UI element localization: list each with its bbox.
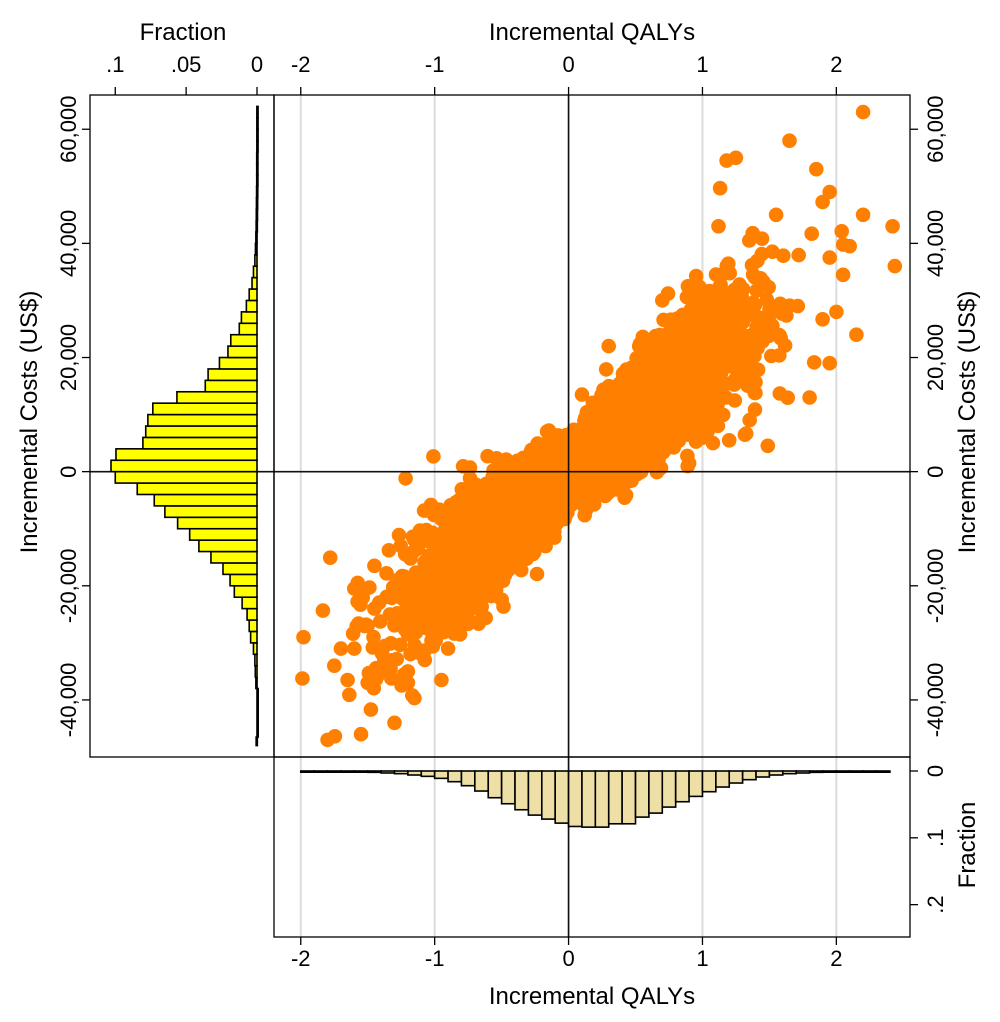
- scatter-point-3289: [443, 498, 458, 513]
- scatter-point-4605: [705, 435, 721, 451]
- scatter-point-4870: [414, 646, 430, 661]
- scatter-point-3307: [407, 690, 422, 706]
- scatter-point-2681: [617, 490, 632, 506]
- scatter-point-3563: [761, 279, 776, 295]
- scatter-point-2014: [688, 268, 704, 284]
- scatter-point-3671: [383, 636, 399, 651]
- scatter-point-2182: [738, 426, 754, 441]
- scatter-point-4705: [691, 297, 707, 313]
- scatter-point-4489: [754, 231, 770, 246]
- scatter-point-3817: [727, 393, 743, 408]
- scatter-point-2147: [779, 308, 794, 323]
- scatter-point-4802: [353, 597, 368, 612]
- scatter-point-4741: [385, 579, 401, 595]
- scatter-points: [295, 104, 903, 748]
- scatter-point-3047: [462, 613, 478, 629]
- scatter-point-3241: [760, 438, 776, 454]
- scatter-point-3340: [368, 660, 384, 676]
- scatter-point-1622: [391, 527, 407, 543]
- scatter-point-4501: [372, 614, 388, 629]
- scatter-point-3558: [750, 340, 765, 356]
- scatter-point-4799: [384, 590, 399, 606]
- scatter-point-1069: [363, 702, 379, 717]
- scatter-point-2280: [598, 362, 614, 377]
- scatter-point-3501: [428, 633, 444, 648]
- scatter-point-175: [315, 603, 331, 618]
- scatter-point-1077: [295, 671, 310, 686]
- scatter-point-2111: [426, 449, 441, 464]
- scatter-point-2198: [815, 312, 830, 327]
- scatter-point-1574: [381, 543, 397, 558]
- scatter-point-4728: [834, 224, 849, 239]
- scatter-point-1804: [322, 550, 338, 565]
- scatter-point-538: [804, 226, 819, 241]
- scatter-point-3048: [806, 355, 822, 370]
- scatter-point-4068: [750, 253, 765, 269]
- scatter-point-1786: [780, 390, 795, 406]
- scatter-point-4964: [407, 532, 422, 547]
- scatter-point-3022: [791, 247, 806, 263]
- scatter-point-522: [529, 566, 545, 582]
- scatter-point-3290: [887, 258, 903, 274]
- scatter-point-3666: [740, 378, 755, 394]
- scatter-point-3074: [366, 629, 381, 645]
- scatter-point-718: [379, 566, 394, 581]
- scatter-point-3162: [772, 328, 788, 344]
- scatter-point-4394: [416, 503, 432, 518]
